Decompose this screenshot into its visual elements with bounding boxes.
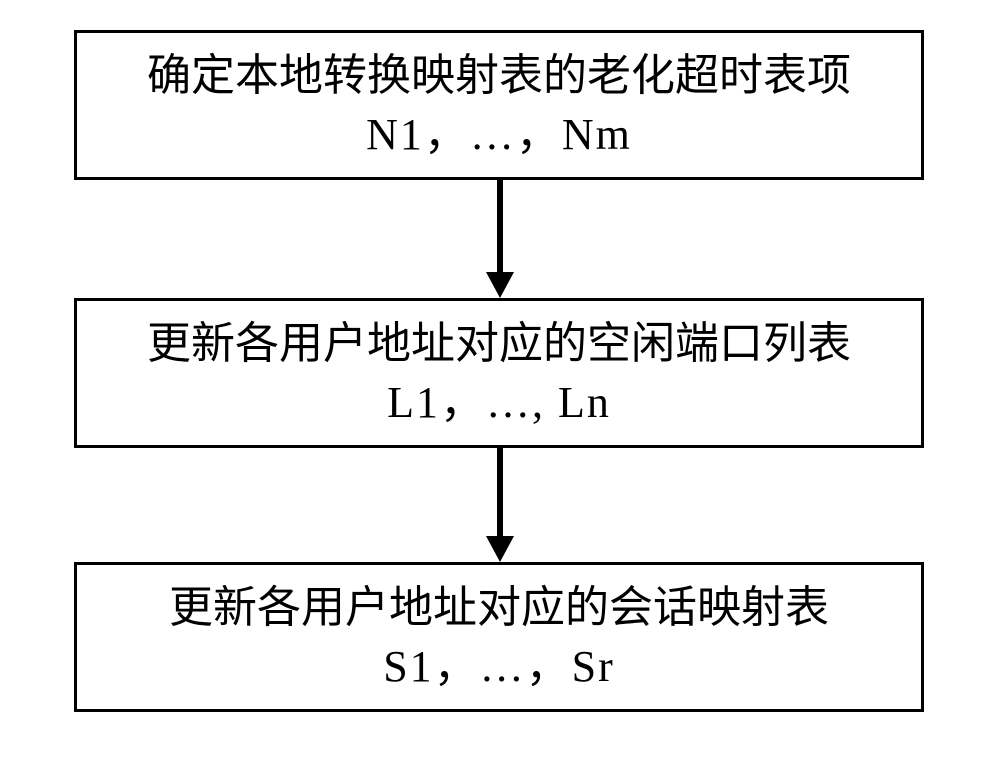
flow-step-3-line2: S1，…，Sr [383, 637, 615, 696]
flow-step-3-line1: 更新各用户地址对应的会话映射表 [169, 578, 829, 637]
arrow-1-shaft [497, 180, 503, 272]
flow-step-1-line1: 确定本地转换映射表的老化超时表项 [147, 46, 851, 105]
flow-step-2: 更新各用户地址对应的空闲端口列表 L1，…, Ln [74, 298, 924, 448]
flowchart-canvas: 确定本地转换映射表的老化超时表项 N1，…，Nm 更新各用户地址对应的空闲端口列… [0, 0, 1000, 764]
flow-step-3: 更新各用户地址对应的会话映射表 S1，…，Sr [74, 562, 924, 712]
flow-step-2-line2: L1，…, Ln [387, 373, 611, 432]
flow-step-2-line1: 更新各用户地址对应的空闲端口列表 [147, 314, 851, 373]
flow-step-1-line2: N1，…，Nm [366, 105, 632, 164]
arrow-2-shaft [497, 448, 503, 536]
arrow-1-head-icon [486, 272, 514, 298]
flow-step-1: 确定本地转换映射表的老化超时表项 N1，…，Nm [74, 30, 924, 180]
arrow-2-head-icon [486, 536, 514, 562]
